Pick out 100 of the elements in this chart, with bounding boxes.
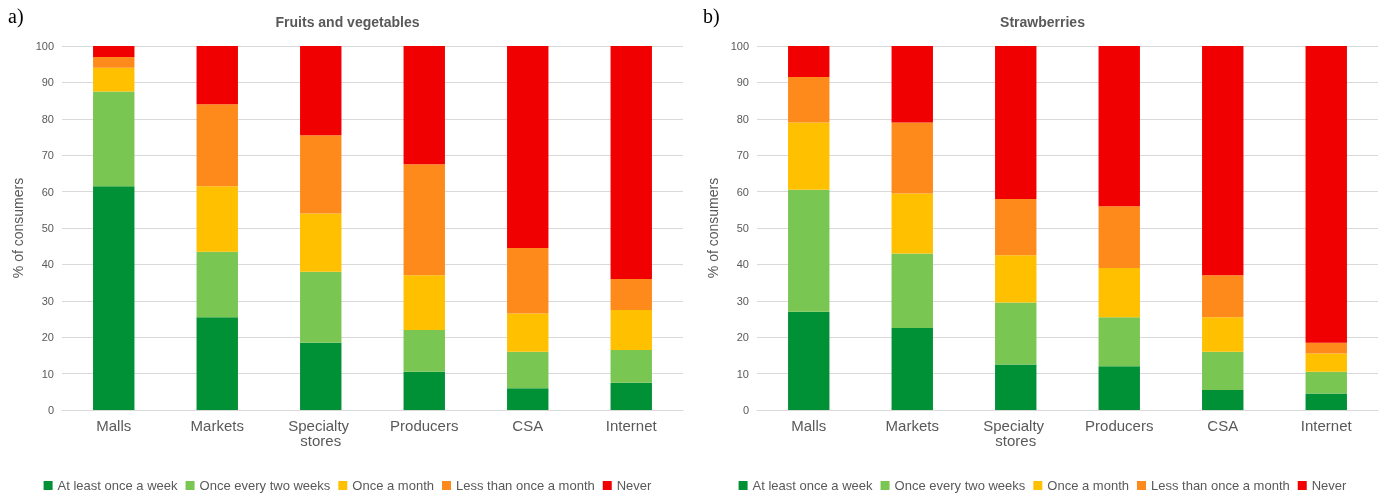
legend-label: Never [1311,478,1348,493]
legend-label: Less than once a month [1150,478,1290,493]
y-tick-label: 70 [41,149,54,162]
bar [93,67,135,92]
x-tick-label: Internet [605,417,658,434]
bar [196,251,238,318]
chart-title: Strawberries [1000,14,1086,30]
bar [1305,46,1347,343]
y-tick-label: 100 [35,40,54,52]
bar [610,46,652,279]
bar [1098,317,1140,367]
bar [995,364,1037,410]
bar [300,342,342,410]
x-tick-label: Markets [885,417,939,434]
x-tick-label: Malls [791,417,827,434]
y-tick-label: 0 [47,404,54,416]
x-tick-label: Malls [96,417,132,434]
bar [403,371,445,410]
x-tick-label: Producers [1085,417,1154,434]
bar [788,122,830,190]
bar [196,317,238,410]
bar [1305,393,1347,410]
bar [93,46,135,57]
bar [1098,206,1140,269]
bar [300,135,342,214]
legend-label: Once a month [1047,478,1129,493]
bar [403,329,445,372]
text: a) [8,5,24,28]
y-tick-label: 50 [41,222,54,234]
y-tick-label: 80 [41,112,54,125]
bar [1202,275,1244,318]
bar [891,122,933,194]
bar [403,164,445,276]
bar [891,328,933,410]
legend-label: Once every two weeks [894,478,1026,493]
y-tick-label: 80 [736,112,749,125]
legend-label: Once a month [352,478,434,493]
bar [610,349,652,383]
bar [196,46,238,105]
legend-label: Less than once a month [455,478,595,493]
legend-label: At least once a week [752,478,874,493]
bar [788,311,830,410]
chart-title: Fruits and vegetables [275,14,420,30]
y-tick-label: 40 [736,258,749,271]
bar [93,91,135,187]
bar [507,313,549,352]
y-tick-label: 50 [736,222,749,234]
bar [1202,46,1244,276]
bar [891,193,933,254]
legend-label: Never [616,478,653,493]
bar [300,271,342,343]
bar [788,189,830,312]
y-tick-label: 10 [41,367,54,380]
bar [788,46,830,77]
bar [995,46,1037,199]
bar [1098,46,1140,207]
x-tick-label: Specialty stores [983,417,1049,449]
y-tick-label: 90 [41,76,54,89]
bar [995,255,1037,303]
bar [507,388,549,410]
bar [610,382,652,410]
x-tick-label: Markets [190,417,244,434]
bar [300,46,342,136]
bar [995,198,1037,256]
y-tick-label: 10 [736,367,749,380]
bar [93,56,135,68]
x-tick-label: CSA [512,417,544,434]
bar [1305,353,1347,372]
bar [196,186,238,252]
x-tick-label: Specialty stores [288,417,354,449]
bar [196,104,238,187]
bar [300,213,342,272]
y-tick-label: 60 [41,185,54,198]
bar [891,46,933,123]
bar [1202,317,1244,352]
bar [1098,268,1140,318]
y-tick-label: 70 [736,149,749,162]
bar [507,351,549,389]
bar [788,76,830,123]
y-tick-label: 60 [736,185,749,198]
y-tick-label: 20 [41,331,54,344]
bar [93,186,135,410]
y-axis-title: % of consumers [9,177,26,279]
text: b) [703,5,720,28]
bar [1202,351,1244,390]
bar [1202,389,1244,410]
bar [610,309,652,350]
bar [403,46,445,165]
y-tick-label: 30 [41,294,54,307]
y-tick-label: 0 [742,404,749,416]
y-tick-label: 90 [736,76,749,89]
x-tick-label: Producers [390,417,459,434]
y-tick-label: 100 [730,40,749,52]
bar [403,275,445,330]
x-tick-label: Internet [1300,417,1353,434]
y-tick-label: 40 [41,258,54,271]
bar [1305,371,1347,394]
x-tick-label: CSA [1207,417,1239,434]
y-tick-label: 30 [736,294,749,307]
bar [1098,366,1140,410]
